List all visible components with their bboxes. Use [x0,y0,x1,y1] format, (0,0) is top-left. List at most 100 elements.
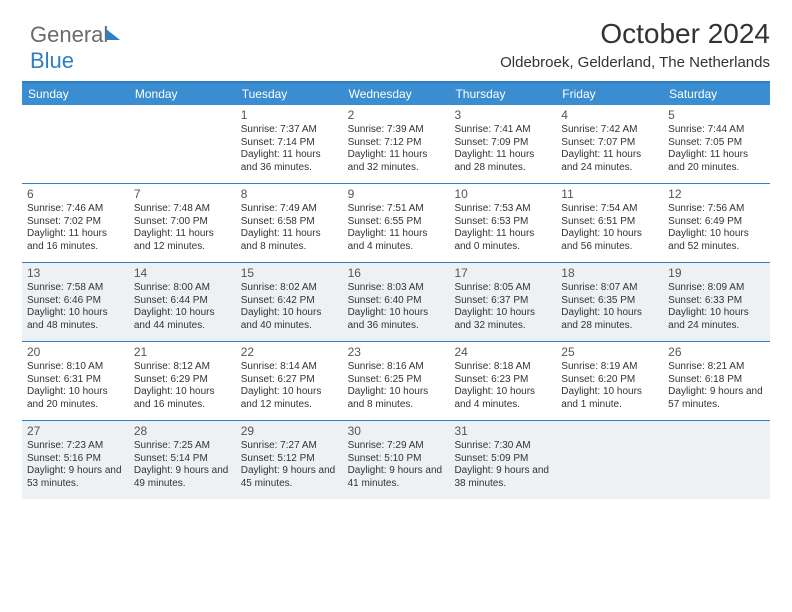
day-info: Sunrise: 8:00 AMSunset: 6:44 PMDaylight:… [134,282,231,332]
day-number: 22 [241,345,338,359]
sunrise-text: Sunrise: 8:14 AM [241,361,338,374]
calendar-cell: 21Sunrise: 8:12 AMSunset: 6:29 PMDayligh… [129,342,236,420]
header: October 2024 Oldebroek, Gelderland, The … [22,18,770,71]
daylight-text: Daylight: 9 hours and 38 minutes. [454,465,551,490]
calendar: SundayMondayTuesdayWednesdayThursdayFrid… [22,81,770,499]
calendar-cell: 14Sunrise: 8:00 AMSunset: 6:44 PMDayligh… [129,263,236,341]
sunset-text: Sunset: 7:09 PM [454,137,551,150]
sunrise-text: Sunrise: 7:56 AM [668,203,765,216]
day-info: Sunrise: 7:42 AMSunset: 7:07 PMDaylight:… [561,124,658,174]
page-title: October 2024 [22,18,770,50]
sunset-text: Sunset: 6:42 PM [241,295,338,308]
sunset-text: Sunset: 7:14 PM [241,137,338,150]
day-number: 2 [348,108,445,122]
calendar-cell: 10Sunrise: 7:53 AMSunset: 6:53 PMDayligh… [449,184,556,262]
day-info: Sunrise: 8:16 AMSunset: 6:25 PMDaylight:… [348,361,445,411]
daylight-text: Daylight: 10 hours and 32 minutes. [454,307,551,332]
day-number: 29 [241,424,338,438]
daylight-text: Daylight: 10 hours and 12 minutes. [241,386,338,411]
day-info: Sunrise: 7:29 AMSunset: 5:10 PMDaylight:… [348,440,445,490]
calendar-cell: 24Sunrise: 8:18 AMSunset: 6:23 PMDayligh… [449,342,556,420]
day-info: Sunrise: 8:09 AMSunset: 6:33 PMDaylight:… [668,282,765,332]
daylight-text: Daylight: 10 hours and 40 minutes. [241,307,338,332]
day-info: Sunrise: 8:10 AMSunset: 6:31 PMDaylight:… [27,361,124,411]
day-number: 27 [27,424,124,438]
day-info: Sunrise: 7:37 AMSunset: 7:14 PMDaylight:… [241,124,338,174]
sunset-text: Sunset: 6:58 PM [241,216,338,229]
calendar-cell: 1Sunrise: 7:37 AMSunset: 7:14 PMDaylight… [236,105,343,183]
calendar-cell: 15Sunrise: 8:02 AMSunset: 6:42 PMDayligh… [236,263,343,341]
calendar-cell: 19Sunrise: 8:09 AMSunset: 6:33 PMDayligh… [663,263,770,341]
calendar-cell: 3Sunrise: 7:41 AMSunset: 7:09 PMDaylight… [449,105,556,183]
day-info: Sunrise: 7:27 AMSunset: 5:12 PMDaylight:… [241,440,338,490]
sunrise-text: Sunrise: 8:10 AM [27,361,124,374]
calendar-cell [22,105,129,183]
day-info: Sunrise: 8:12 AMSunset: 6:29 PMDaylight:… [134,361,231,411]
daylight-text: Daylight: 10 hours and 44 minutes. [134,307,231,332]
daylight-text: Daylight: 10 hours and 36 minutes. [348,307,445,332]
sunrise-text: Sunrise: 7:44 AM [668,124,765,137]
day-info: Sunrise: 7:48 AMSunset: 7:00 PMDaylight:… [134,203,231,253]
sunrise-text: Sunrise: 7:46 AM [27,203,124,216]
sunrise-text: Sunrise: 7:27 AM [241,440,338,453]
day-number: 28 [134,424,231,438]
day-info: Sunrise: 8:03 AMSunset: 6:40 PMDaylight:… [348,282,445,332]
sunrise-text: Sunrise: 7:30 AM [454,440,551,453]
sunrise-text: Sunrise: 7:39 AM [348,124,445,137]
day-header-monday: Monday [129,83,236,105]
sunrise-text: Sunrise: 8:02 AM [241,282,338,295]
sunrise-text: Sunrise: 7:25 AM [134,440,231,453]
sunset-text: Sunset: 6:40 PM [348,295,445,308]
sunrise-text: Sunrise: 7:58 AM [27,282,124,295]
day-number: 23 [348,345,445,359]
sunrise-text: Sunrise: 8:12 AM [134,361,231,374]
sunset-text: Sunset: 5:10 PM [348,453,445,466]
logo-text-1: General [30,22,108,47]
day-number: 16 [348,266,445,280]
calendar-week: 13Sunrise: 7:58 AMSunset: 6:46 PMDayligh… [22,262,770,341]
day-number: 31 [454,424,551,438]
day-number: 11 [561,187,658,201]
sunset-text: Sunset: 6:25 PM [348,374,445,387]
daylight-text: Daylight: 9 hours and 53 minutes. [27,465,124,490]
day-info: Sunrise: 7:49 AMSunset: 6:58 PMDaylight:… [241,203,338,253]
day-number: 3 [454,108,551,122]
day-number: 24 [454,345,551,359]
calendar-cell: 7 Sunrise: 7:48 AMSunset: 7:00 PMDaylight… [129,184,236,262]
day-number: 4 [561,108,658,122]
day-info: Sunrise: 7:23 AMSunset: 5:16 PMDaylight:… [27,440,124,490]
sunset-text: Sunset: 6:20 PM [561,374,658,387]
calendar-cell: 31 Sunrise: 7:30 AMSunset: 5:09 PMDayligh… [449,421,556,499]
daylight-text: Daylight: 11 hours and 8 minutes. [241,228,338,253]
sunset-text: Sunset: 6:44 PM [134,295,231,308]
sunrise-text: Sunrise: 7:48 AM [134,203,231,216]
day-number: 7 [134,187,231,201]
calendar-cell: 26Sunrise: 8:21 AMSunset: 6:18 PMDayligh… [663,342,770,420]
day-header-sunday: Sunday [22,83,129,105]
calendar-weeks: 1Sunrise: 7:37 AMSunset: 7:14 PMDaylight… [22,105,770,499]
calendar-cell: 18Sunrise: 8:07 AMSunset: 6:35 PMDayligh… [556,263,663,341]
calendar-cell: 8Sunrise: 7:49 AMSunset: 6:58 PMDaylight… [236,184,343,262]
sunrise-text: Sunrise: 8:05 AM [454,282,551,295]
daylight-text: Daylight: 11 hours and 12 minutes. [134,228,231,253]
day-number: 20 [27,345,124,359]
sunset-text: Sunset: 5:09 PM [454,453,551,466]
logo-triangle-icon [106,29,120,40]
sunrise-text: Sunrise: 8:18 AM [454,361,551,374]
daylight-text: Daylight: 10 hours and 8 minutes. [348,386,445,411]
sunrise-text: Sunrise: 8:21 AM [668,361,765,374]
day-info: Sunrise: 7:51 AMSunset: 6:55 PMDaylight:… [348,203,445,253]
day-number: 30 [348,424,445,438]
day-info: Sunrise: 7:25 AMSunset: 5:14 PMDaylight:… [134,440,231,490]
calendar-cell: 16 Sunrise: 8:03 AMSunset: 6:40 PMDayligh… [343,263,450,341]
sunset-text: Sunset: 6:55 PM [348,216,445,229]
calendar-cell: 2Sunrise: 7:39 AMSunset: 7:12 PMDaylight… [343,105,450,183]
sunset-text: Sunset: 6:46 PM [27,295,124,308]
daylight-text: Daylight: 10 hours and 4 minutes. [454,386,551,411]
daylight-text: Daylight: 11 hours and 16 minutes. [27,228,124,253]
calendar-week: 6Sunrise: 7:46 AMSunset: 7:02 PMDaylight… [22,183,770,262]
daylight-text: Daylight: 10 hours and 56 minutes. [561,228,658,253]
sunset-text: Sunset: 5:16 PM [27,453,124,466]
calendar-cell: 6Sunrise: 7:46 AMSunset: 7:02 PMDaylight… [22,184,129,262]
sunrise-text: Sunrise: 7:49 AM [241,203,338,216]
